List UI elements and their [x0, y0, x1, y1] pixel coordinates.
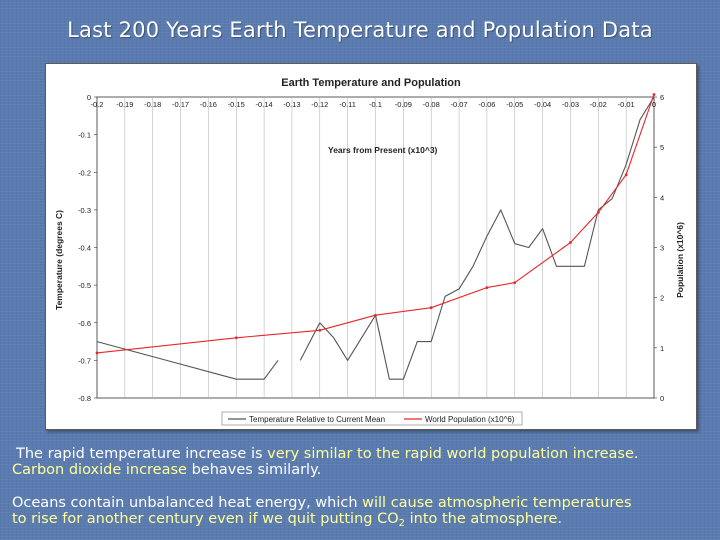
- y2-tick-label: 6: [660, 93, 664, 102]
- caption-paragraph-1: The rapid temperature increase is very s…: [12, 446, 712, 478]
- population-point: [596, 210, 600, 214]
- caption-1-text-c: behaves similarly.: [186, 462, 322, 478]
- caption-1-text-a: The rapid temperature increase is: [16, 446, 268, 462]
- x-tick-label: 0: [652, 100, 656, 109]
- x-tick-label: -0.16: [200, 100, 217, 109]
- caption-2-highlight-b: to rise for another century even if we q…: [12, 511, 399, 527]
- x-tick-label: -0.2: [91, 100, 104, 109]
- x-tick-label: -0.18: [144, 100, 161, 109]
- x-tick-label: -0.19: [116, 100, 133, 109]
- caption-2-highlight-a: will cause atmospheric temperatures: [362, 495, 632, 511]
- y-tick-label: 0: [87, 93, 91, 102]
- slide-title: Last 200 Years Earth Temperature and Pop…: [67, 18, 653, 42]
- x-tick-label: -0.03: [562, 100, 579, 109]
- population-point: [485, 286, 489, 290]
- temperature-population-chart: Earth Temperature and Population -0.2 -0.…: [54, 77, 685, 426]
- y-tick-label: -0.3: [78, 206, 91, 215]
- y-axis-title: Temperature (degrees C): [54, 210, 64, 310]
- y-tick-label: -0.5: [78, 281, 91, 290]
- x-tick-label: -0.12: [311, 100, 328, 109]
- x-tick-label: -0.15: [228, 100, 245, 109]
- y2-tick-label: 2: [660, 294, 664, 303]
- x-axis-title: Years from Present (x10^3): [328, 145, 438, 155]
- x-tick-label: -0.08: [423, 100, 440, 109]
- population-point: [624, 173, 628, 177]
- x-tick-label: -0.09: [395, 100, 412, 109]
- x-tick-label: -0.13: [283, 100, 300, 109]
- x-tick-label: -0.05: [506, 100, 523, 109]
- y-tick-label: -0.1: [78, 131, 91, 140]
- y-tick-label: -0.7: [78, 356, 91, 365]
- y2-tick-label: 1: [660, 344, 664, 353]
- population-point: [513, 281, 517, 285]
- y-tick-label: -0.4: [78, 244, 91, 253]
- x-tick-label: -0.06: [478, 100, 495, 109]
- temperature-line: [96, 341, 279, 380]
- caption-2-text-a: Oceans contain unbalanced heat energy, w…: [12, 495, 363, 511]
- population-point: [234, 336, 238, 340]
- caption-paragraph-2: Oceans contain unbalanced heat energy, w…: [12, 495, 712, 532]
- chart-container: Earth Temperature and Population -0.2 -0.…: [45, 63, 697, 430]
- y-tick-label: -0.2: [78, 168, 91, 177]
- y-tick-label: -0.6: [78, 319, 91, 328]
- population-point: [374, 313, 377, 317]
- temperature-line: [299, 96, 655, 380]
- x-tick-label: -0.17: [172, 100, 189, 109]
- population-point: [569, 241, 572, 244]
- population-point: [95, 351, 99, 355]
- x-tick-label: -0.07: [450, 100, 467, 109]
- x-tick-label: -0.1: [369, 100, 382, 109]
- y2-axis-title: Population (x10^6): [675, 222, 685, 298]
- x-tick-label: -0.01: [618, 100, 635, 109]
- x-tick-label: -0.02: [590, 100, 607, 109]
- caption-1-highlight-a: very similar to the rapid world populati…: [267, 446, 634, 462]
- chart-title: Earth Temperature and Population: [281, 77, 461, 89]
- x-tick-label: -0.14: [256, 100, 273, 109]
- x-tick-label: -0.04: [534, 100, 551, 109]
- caption-2-text-b: .: [557, 511, 563, 527]
- x-tick-label: -0.11: [339, 100, 356, 109]
- y2-tick-label: 0: [660, 394, 664, 403]
- legend-temperature-label: Temperature Relative to Current Mean: [249, 415, 385, 424]
- y2-tick-label: 5: [660, 143, 664, 152]
- population-point: [652, 93, 656, 96]
- caption-2-highlight-c: into the atmosphere: [405, 511, 558, 527]
- population-point: [429, 306, 433, 310]
- caption-1-text-b: .: [633, 446, 639, 462]
- population-point: [318, 328, 322, 332]
- y2-tick-label: 3: [660, 244, 664, 253]
- caption-2-subscript: 2: [398, 518, 405, 529]
- y2-tick-label: 4: [660, 193, 664, 202]
- chart-legend: Temperature Relative to Current Mean Wor…: [221, 411, 523, 426]
- caption-1-highlight-b: Carbon dioxide increase: [12, 462, 187, 478]
- legend-population-label: World Population (x10^6): [425, 415, 515, 424]
- y-tick-label: -0.8: [78, 394, 91, 403]
